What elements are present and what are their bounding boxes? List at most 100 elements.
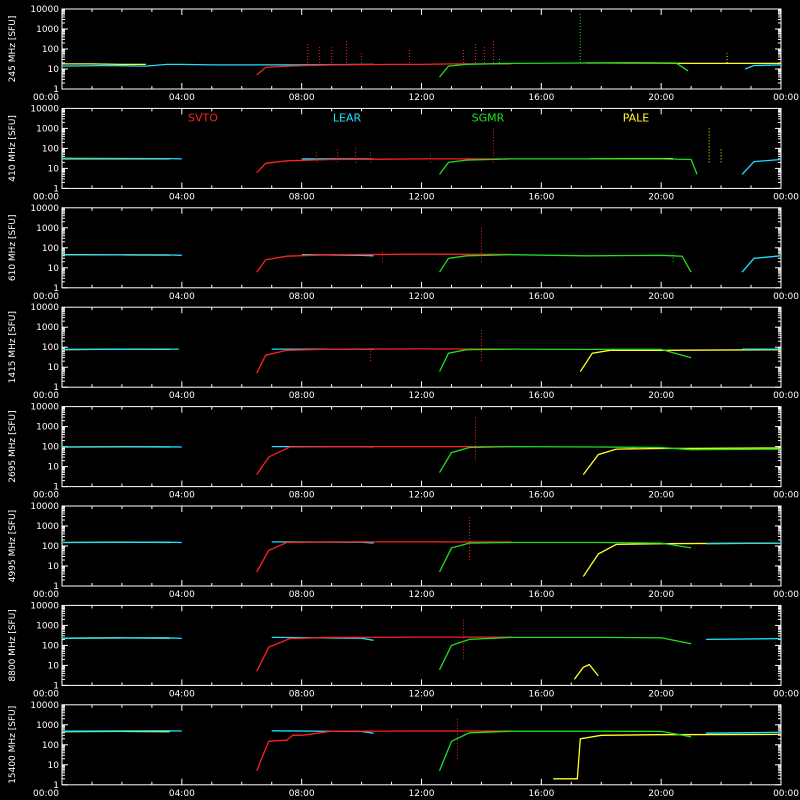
x-tick-label: 12:00 [409,192,435,202]
x-tick-label: 00:00 [33,491,59,501]
x-tick-label: 04:00 [169,93,195,103]
y-tick-label: 100 [42,144,59,154]
series-line-svto [256,253,512,273]
x-tick-label: 08:00 [289,689,315,699]
y-tick-label: 1 [53,184,59,194]
series-line-lear [61,157,182,160]
series-line-sgmr [438,541,692,573]
y-tick-label: 100 [42,542,59,552]
x-tick-label: 00:00 [33,192,59,202]
x-tick-label: 16:00 [528,689,554,699]
y-tick-label: 10 [48,164,60,174]
x-tick-label: 00:00 [33,590,59,600]
series-line-sgmr [438,348,692,372]
y-tick-label: 100 [42,443,59,453]
x-tick-label: 04:00 [169,789,195,799]
y-tick-label: 1 [53,85,59,95]
x-tick-label: 12:00 [409,491,435,501]
y-axis-label: 2695 MHz [SFU] [8,410,18,482]
x-tick-label: 20:00 [648,689,674,699]
series-line-sgmr [438,730,692,772]
x-tick-label: 08:00 [289,192,315,202]
y-tick-label: 10 [48,264,60,274]
x-tick-label: 20:00 [648,93,674,103]
y-tick-label: 10 [48,363,60,373]
y-axis-label: 610 MHz [SFU] [8,214,18,281]
y-tick-label: 100 [42,741,59,751]
x-tick-label: 12:00 [409,93,435,103]
series-line-lear [61,637,182,640]
x-tick-label: 12:00 [409,292,435,302]
x-tick-label: 16:00 [528,192,554,202]
y-tick-label: 100 [42,45,59,55]
x-tick-label: 04:00 [169,590,195,600]
x-tick-label: 16:00 [528,789,554,799]
x-tick-label: 12:00 [409,689,435,699]
series-line-lear [741,255,782,273]
x-tick-label: 12:00 [409,590,435,600]
legend-label-svto: SVTO [188,111,218,124]
y-tick-label: 1 [53,781,59,791]
chart-panel: 1 10 100 1000 10000 8800 MHz [SFU] 00:00 04:00 0… [8,601,799,699]
legend-label-pale: PALE [623,111,650,124]
y-axis-label: 245 MHz [SFU] [8,16,18,83]
x-tick-label: 16:00 [528,93,554,103]
series-line-pale [579,349,782,372]
x-tick-label: 16:00 [528,590,554,600]
y-axis-label: 15400 MHz [SFU] [8,706,18,784]
series-line-pale [573,663,599,680]
x-tick-label: 00:00 [773,491,799,501]
y-tick-label: 100 [42,641,59,651]
y-tick-label: 1 [53,284,59,294]
series-line-pale [582,542,782,577]
x-tick-label: 16:00 [528,391,554,401]
x-tick-label: 00:00 [773,391,799,401]
y-tick-label: 10 [48,761,60,771]
x-tick-label: 00:00 [33,391,59,401]
y-tick-label: 10 [48,463,60,473]
chart-panel: 1 10 100 1000 10000 2695 MHz [SFU] 00:00 04:00 0… [8,403,799,501]
series-line-sgmr [438,636,692,671]
series-line-sgmr [438,61,689,78]
x-tick-label: 00:00 [773,93,799,103]
x-tick-label: 00:00 [773,590,799,600]
x-tick-label: 16:00 [528,292,554,302]
series-line-svto [256,636,512,672]
y-tick-label: 1000 [36,522,59,532]
y-tick-label: 100 [42,343,59,353]
y-tick-label: 10000 [30,104,59,114]
x-tick-label: 08:00 [289,93,315,103]
x-tick-label: 08:00 [289,590,315,600]
chart-panel: 1 10 100 1000 10000 245 MHz [SFU] 00:00 04:00 08… [8,5,799,103]
y-tick-label: 1000 [36,124,59,134]
series-line-lear [744,64,782,70]
chart-panel: 1 10 100 1000 10000 4995 MHz [SFU] 00:00 04:00 0… [8,502,799,600]
y-tick-label: 10 [48,562,60,572]
y-tick-label: 100 [42,244,59,254]
x-tick-label: 00:00 [33,93,59,103]
series-line-lear [706,731,782,734]
x-tick-label: 20:00 [648,192,674,202]
y-tick-label: 1 [53,383,59,393]
chart-panels: 1 10 100 1000 10000 245 MHz [SFU] 00:00 04:00 08… [8,5,799,799]
series-line-pale [582,447,782,475]
y-tick-label: 1000 [36,323,59,333]
x-tick-label: 12:00 [409,789,435,799]
x-tick-label: 16:00 [528,491,554,501]
series-line-svto [256,730,512,772]
y-tick-label: 1 [53,483,59,493]
y-tick-label: 1000 [36,224,59,234]
y-tick-label: 10000 [30,204,59,214]
x-tick-label: 00:00 [33,292,59,302]
x-tick-label: 08:00 [289,292,315,302]
y-axis-label: 410 MHz [SFU] [8,115,18,182]
x-tick-label: 20:00 [648,391,674,401]
x-tick-label: 20:00 [648,789,674,799]
y-tick-label: 10000 [30,701,59,711]
y-tick-label: 10000 [30,5,59,15]
series-line-lear [706,637,782,641]
series-line-svto [256,445,512,475]
x-tick-label: 08:00 [289,391,315,401]
legend-label-lear: LEAR [333,111,362,124]
